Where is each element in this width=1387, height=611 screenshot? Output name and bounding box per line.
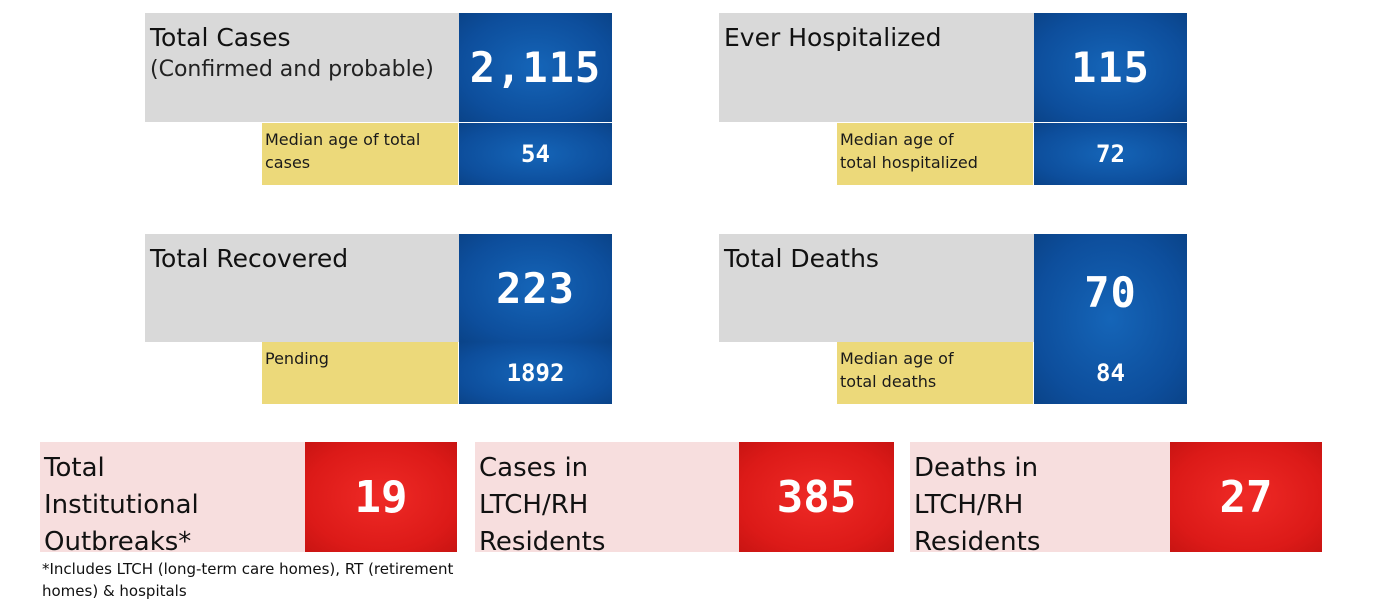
ever-hospitalized-title: Ever Hospitalized (724, 23, 942, 52)
ever-hospitalized-median-age-label: Median age of total hospitalized (837, 123, 1033, 185)
pending-label: Pending (262, 342, 458, 404)
ever-hospitalized-value: 115 (1034, 13, 1187, 122)
total-cases-label-panel: Total Cases (Confirmed and probable) (145, 13, 459, 122)
ltch-cases-title: Cases in LTCH/RH Residents (479, 453, 606, 557)
total-recovered-label-panel: Total Recovered (145, 234, 459, 342)
ltch-deaths-value: 27 (1170, 442, 1322, 552)
total-cases-value: 2,115 (459, 13, 612, 122)
ltch-cases-value: 385 (739, 442, 894, 552)
total-deaths-label-panel: Total Deaths (719, 234, 1034, 342)
pending-value: 1892 (459, 342, 612, 404)
institutional-outbreaks-label-panel: Total Institutional Outbreaks* (40, 442, 305, 557)
institutional-outbreaks-value: 19 (305, 442, 457, 552)
total-deaths-title: Total Deaths (724, 244, 879, 273)
total-cases-subtitle: (Confirmed and probable) (150, 57, 434, 82)
ever-hospitalized-label-panel: Ever Hospitalized (719, 13, 1034, 122)
ever-hospitalized-median-age-value: 72 (1034, 123, 1187, 185)
ltch-cases-label-panel: Cases in LTCH/RH Residents (475, 442, 739, 557)
total-cases-title: Total Cases (150, 23, 291, 52)
ltch-deaths-label-panel: Deaths in LTCH/RH Residents (910, 442, 1170, 557)
total-recovered-title: Total Recovered (150, 244, 349, 273)
institutional-outbreaks-title: Total Institutional Outbreaks* (44, 453, 199, 557)
total-deaths-value: 70 (1034, 234, 1187, 404)
total-cases-median-age-label: Median age of total cases (262, 123, 458, 185)
ltch-deaths-title: Deaths in LTCH/RH Residents (914, 453, 1041, 557)
total-deaths-median-age-label: Median age of total deaths (837, 342, 1033, 404)
footnote: *Includes LTCH (long-term care homes), R… (42, 560, 454, 600)
total-cases-median-age-value: 54 (459, 123, 612, 185)
total-deaths-median-age-value: 84 (1096, 359, 1125, 387)
total-recovered-value: 223 (459, 234, 612, 342)
